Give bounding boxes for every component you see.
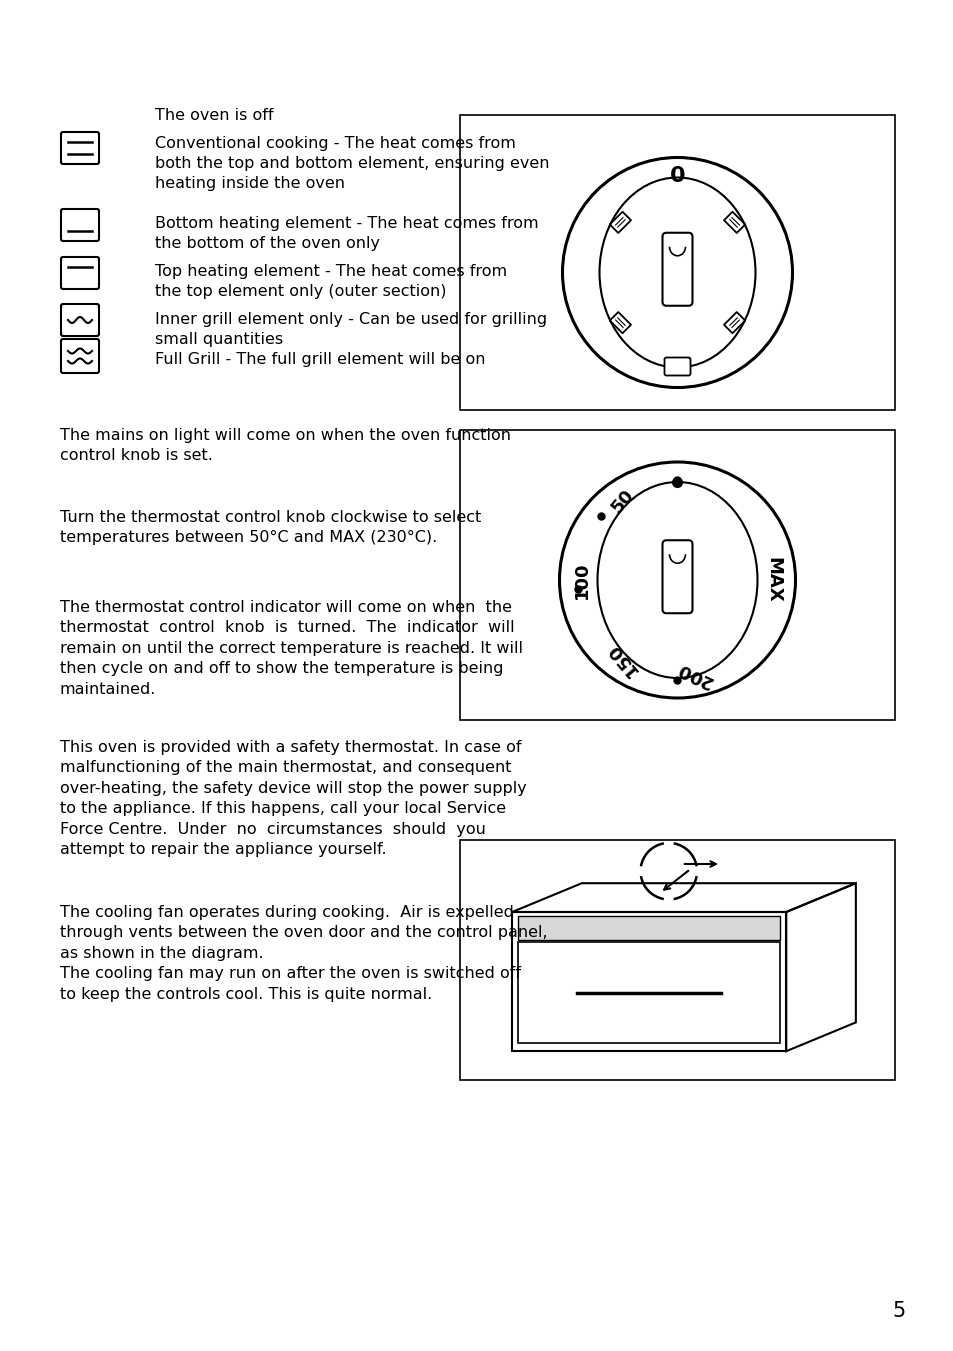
FancyBboxPatch shape — [661, 540, 692, 613]
Polygon shape — [517, 916, 780, 940]
Bar — [459, 840, 894, 1079]
Text: The cooling fan operates during cooking.  Air is expelled
through vents between : The cooling fan operates during cooking.… — [60, 905, 547, 1001]
Text: Bottom heating element - The heat comes from
the bottom of the oven only: Bottom heating element - The heat comes … — [154, 216, 538, 251]
Text: 100: 100 — [572, 561, 590, 598]
Text: This oven is provided with a safety thermostat. In case of
malfunctioning of the: This oven is provided with a safety ther… — [60, 740, 526, 857]
FancyBboxPatch shape — [661, 232, 692, 305]
FancyBboxPatch shape — [664, 358, 690, 376]
Text: The oven is off: The oven is off — [154, 108, 274, 123]
Bar — [459, 115, 894, 409]
Text: Full Grill - The full grill element will be on: Full Grill - The full grill element will… — [154, 353, 485, 367]
Text: 200: 200 — [673, 658, 714, 690]
Text: 0: 0 — [669, 166, 684, 185]
Text: The thermostat control indicator will come on when  the
thermostat  control  kno: The thermostat control indicator will co… — [60, 600, 522, 697]
Bar — [459, 430, 894, 720]
Text: Conventional cooking - The heat comes from
both the top and bottom element, ensu: Conventional cooking - The heat comes fr… — [154, 136, 549, 190]
Text: Top heating element - The heat comes from
the top element only (outer section): Top heating element - The heat comes fro… — [154, 263, 507, 299]
Text: Turn the thermostat control knob clockwise to select
temperatures between 50°C a: Turn the thermostat control knob clockwi… — [60, 509, 480, 546]
Text: 5: 5 — [891, 1301, 904, 1321]
Text: 150: 150 — [603, 639, 640, 678]
Text: 50: 50 — [607, 486, 637, 516]
Text: MAX: MAX — [763, 557, 781, 603]
Text: Inner grill element only - Can be used for grilling
small quantities: Inner grill element only - Can be used f… — [154, 312, 547, 347]
Text: The mains on light will come on when the oven function
control knob is set.: The mains on light will come on when the… — [60, 428, 511, 463]
